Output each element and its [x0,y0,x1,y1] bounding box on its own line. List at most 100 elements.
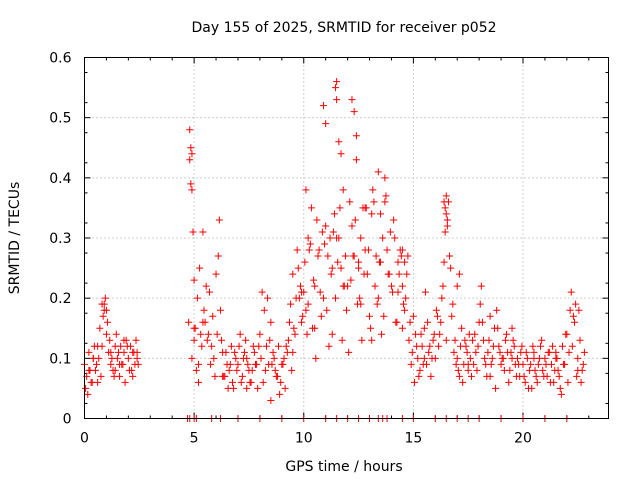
data-point [264,294,272,302]
data-point [98,342,106,350]
data-point [186,126,194,134]
data-point [376,210,384,218]
data-point [236,330,244,338]
data-point [467,372,475,380]
data-point [260,306,268,314]
data-point [368,336,376,344]
data-point [464,360,472,368]
axis-ticks: 0 0.1 0.2 0.3 0.4 0.5 0.6 0 5 10 15 20 [49,51,609,447]
data-point [573,372,581,380]
data-point [415,372,423,380]
data-point [203,336,211,344]
data-point [369,186,377,194]
data-point [193,294,201,302]
data-point [546,378,554,386]
data-point [303,330,311,338]
data-point [556,384,564,392]
data-point [104,318,112,326]
data-point [188,150,196,158]
data-point [348,222,356,230]
data-marks [81,78,588,422]
data-point [390,216,398,224]
data-point [537,342,545,350]
data-point [304,300,312,308]
data-point [276,390,284,398]
data-point [207,360,215,368]
data-point [197,330,205,338]
data-point [189,228,197,236]
data-point [508,324,516,332]
data-point [287,300,295,308]
data-point [406,318,414,326]
data-point [262,342,270,350]
data-point [551,366,559,374]
data-point [364,246,372,254]
data-point [305,246,313,254]
data-point [82,384,90,392]
data-point [432,306,440,314]
data-point [366,312,374,320]
data-point [107,348,115,356]
data-point [459,378,467,386]
data-point [132,336,140,344]
data-point [401,258,409,266]
data-point [256,330,264,338]
plot-frame [84,57,609,419]
data-point [231,348,239,356]
data-point [291,330,299,338]
data-point [523,354,531,362]
data-point [370,198,378,206]
data-point [312,354,320,362]
data-point [455,270,463,278]
data-point [187,144,195,152]
data-point [241,348,249,356]
data-point [348,96,356,104]
data-point [237,378,245,386]
data-point [481,354,489,362]
data-point [544,348,552,356]
data-point [246,378,254,386]
data-point [433,312,441,320]
data-point [332,84,340,92]
data-point [538,336,546,344]
data-point [248,366,256,374]
data-point [493,306,501,314]
data-point [227,342,235,350]
data-point [509,336,517,344]
chart-title: Day 155 of 2025, SRMTID for receiver p05… [191,20,496,36]
data-point [413,342,421,350]
data-point [496,348,504,356]
data-point [306,240,314,248]
data-point [404,252,412,260]
data-point [117,342,125,350]
data-point [442,336,450,344]
data-point [527,360,535,368]
data-point [208,342,216,350]
data-point [239,354,247,362]
data-point [476,300,484,308]
data-point [100,300,108,308]
data-point [319,294,327,302]
data-point [571,318,579,326]
data-point [384,270,392,278]
data-point [402,294,410,302]
data-point [216,306,224,314]
data-point [97,372,105,380]
data-point [398,282,406,290]
data-point [107,360,115,368]
y-tick-label: 0.1 [49,351,71,367]
data-point [192,366,200,374]
data-point [267,396,275,404]
data-point [520,372,528,380]
data-point [360,270,368,278]
data-point [307,204,315,212]
data-point [332,294,340,302]
data-point [282,342,290,350]
data-point [133,354,141,362]
data-point [254,384,262,392]
data-point [378,330,386,338]
data-point [494,324,502,332]
data-point [85,366,93,374]
data-point [257,354,265,362]
data-point [488,354,496,362]
